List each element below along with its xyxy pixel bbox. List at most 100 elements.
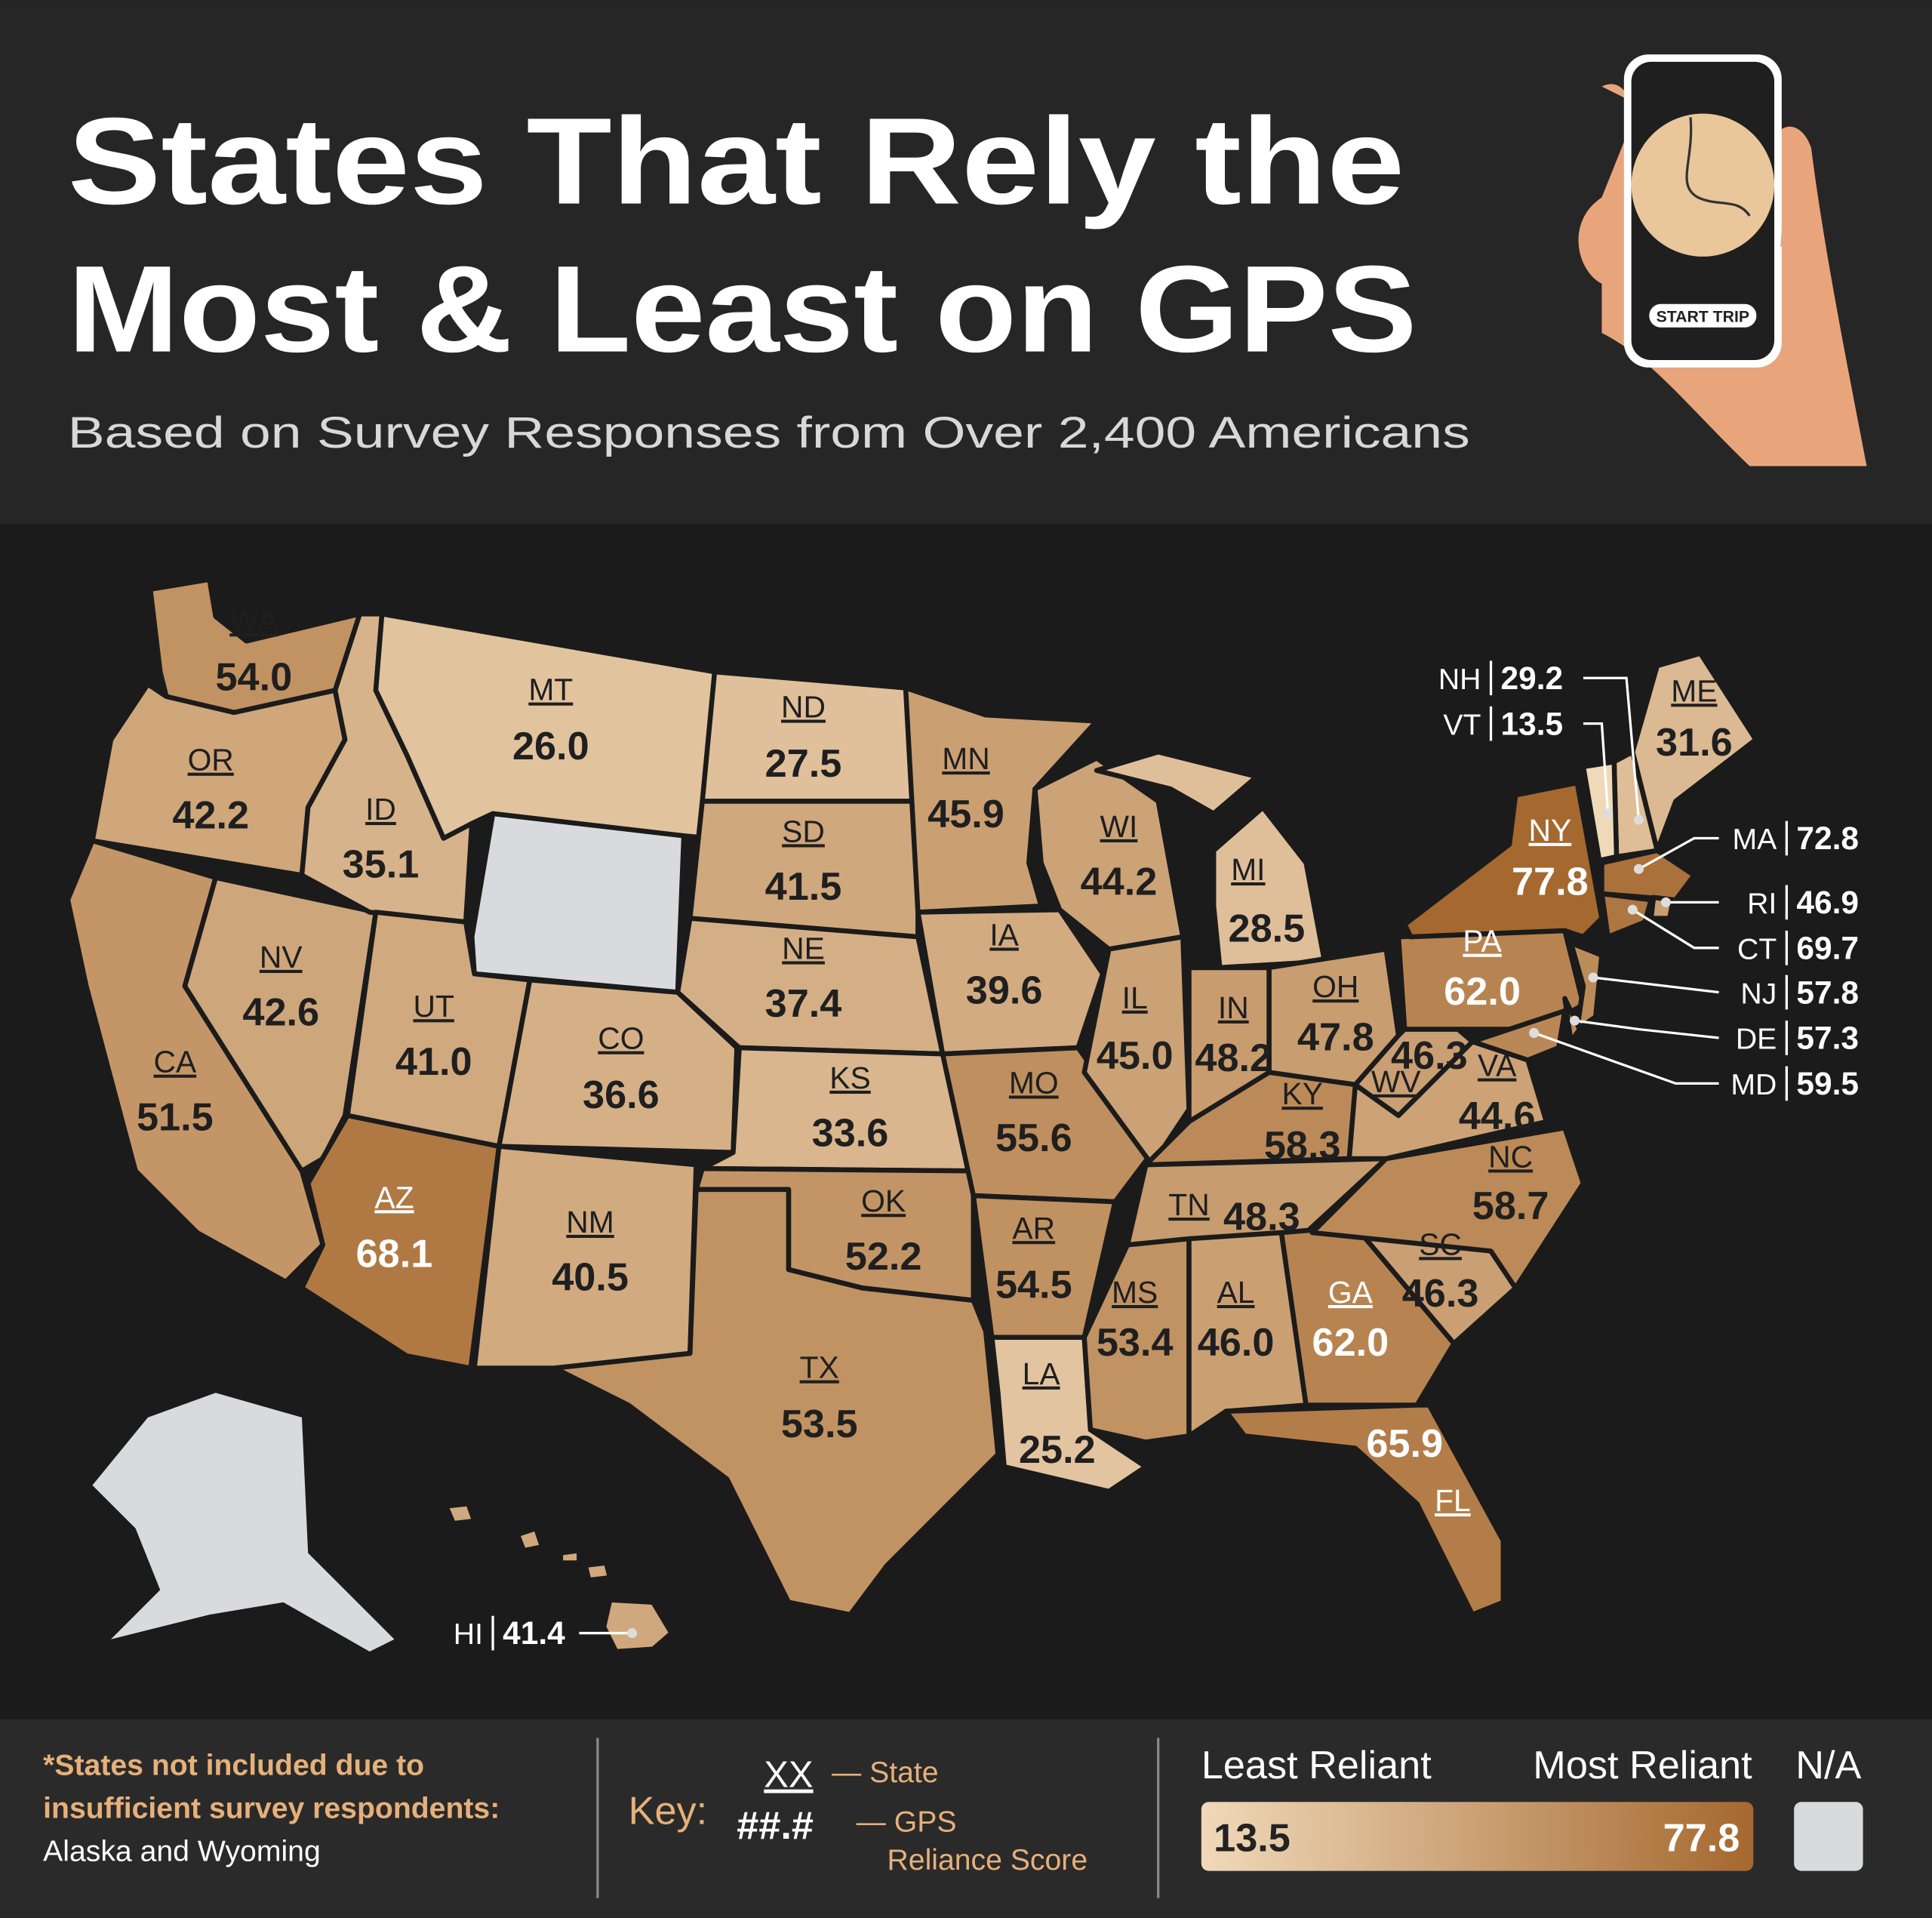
state-abbr: ME bbox=[1671, 673, 1717, 708]
state-value: 45.0 bbox=[1097, 1034, 1174, 1078]
legend-min: 13.5 bbox=[1214, 1817, 1291, 1861]
callout-value: 29.2 bbox=[1501, 660, 1564, 696]
state-value: 65.9 bbox=[1366, 1422, 1443, 1466]
state-abbr: SD bbox=[782, 814, 825, 848]
callout-dot bbox=[627, 1628, 638, 1639]
state-value: 28.5 bbox=[1229, 907, 1306, 951]
state-value: 62.0 bbox=[1312, 1321, 1389, 1365]
state-value: 40.5 bbox=[552, 1256, 629, 1300]
callout-dot bbox=[1660, 897, 1671, 907]
note-states: Alaska and Wyoming bbox=[43, 1836, 321, 1868]
state-abbr: TN bbox=[1168, 1187, 1209, 1222]
state-abbr: WA bbox=[229, 603, 278, 638]
key-score-desc: Reliance Score bbox=[888, 1844, 1088, 1876]
callout-dot bbox=[1603, 808, 1614, 819]
callout-dot bbox=[1633, 864, 1644, 874]
state-abbr: IL bbox=[1122, 981, 1148, 1015]
state-value: 36.6 bbox=[583, 1073, 660, 1117]
title-line: Most & Least on GPS bbox=[68, 240, 1417, 378]
callout-value: 57.8 bbox=[1796, 974, 1859, 1010]
state-abbr: CO bbox=[598, 1021, 644, 1056]
state-abbr: WI bbox=[1100, 809, 1138, 844]
state bbox=[443, 1501, 675, 1655]
state-abbr: KS bbox=[829, 1061, 870, 1095]
phone-button-label: START TRIP bbox=[1657, 308, 1749, 325]
callout-abbr: RI bbox=[1747, 888, 1777, 920]
callout-line bbox=[1534, 1031, 1719, 1085]
state-abbr: FL bbox=[1435, 1483, 1471, 1518]
state-abbr: MN bbox=[942, 741, 989, 776]
legend-high: Most Reliant bbox=[1533, 1744, 1752, 1787]
phone-button bbox=[1647, 303, 1758, 329]
state-abbr: OH bbox=[1312, 969, 1358, 1004]
state bbox=[1599, 891, 1654, 940]
state-abbr: NY bbox=[1529, 813, 1572, 848]
state-abbr: TX bbox=[800, 1350, 839, 1385]
state-abbr: SC bbox=[1419, 1227, 1462, 1261]
legend-na-swatch bbox=[1794, 1802, 1863, 1871]
thumb bbox=[1780, 158, 1817, 247]
title-line: States That Rely the bbox=[68, 92, 1404, 230]
state-abbr: ID bbox=[365, 792, 396, 827]
callout-abbr: NH bbox=[1438, 663, 1481, 696]
state-abbr: VA bbox=[1478, 1048, 1517, 1083]
callout-dot bbox=[1633, 814, 1644, 825]
state-value: 33.6 bbox=[812, 1112, 889, 1156]
state-abbr: LA bbox=[1023, 1356, 1061, 1391]
state-abbr: OK bbox=[861, 1184, 906, 1218]
state-abbr: GA bbox=[1328, 1275, 1374, 1310]
state-abbr: MI bbox=[1231, 852, 1265, 887]
key-score-desc: — GPS bbox=[857, 1806, 957, 1838]
state-value: 44.2 bbox=[1081, 860, 1158, 904]
state-value: 45.9 bbox=[928, 793, 1004, 836]
state-value: 37.4 bbox=[765, 982, 842, 1026]
state-value: 51.5 bbox=[137, 1095, 214, 1139]
callout-abbr: NJ bbox=[1740, 977, 1777, 1010]
state-value: 46.3 bbox=[1402, 1272, 1479, 1316]
state-value: 46.0 bbox=[1198, 1321, 1275, 1365]
callout-dot bbox=[1627, 904, 1638, 915]
map bbox=[65, 577, 1758, 1655]
callout-line bbox=[1638, 836, 1719, 870]
key-label: Key: bbox=[629, 1790, 708, 1833]
state bbox=[1469, 1008, 1567, 1063]
route bbox=[1685, 117, 1751, 217]
legend-low: Least Reliant bbox=[1201, 1744, 1432, 1787]
callout-value: 69.7 bbox=[1796, 931, 1859, 966]
state-value: 25.2 bbox=[1019, 1428, 1096, 1472]
state-value: 54.5 bbox=[995, 1263, 1072, 1307]
key-state-desc: — State bbox=[832, 1756, 939, 1789]
callout-line bbox=[1583, 676, 1641, 820]
legend-max: 77.8 bbox=[1663, 1817, 1740, 1861]
callout-dot bbox=[1570, 1015, 1580, 1026]
state-value: 48.2 bbox=[1195, 1036, 1272, 1080]
note: *States not included due to bbox=[43, 1749, 424, 1781]
state-abbr: IA bbox=[989, 918, 1019, 953]
callout-value: 13.5 bbox=[1501, 706, 1564, 741]
state-abbr: NV bbox=[260, 940, 303, 974]
state-value: 39.6 bbox=[966, 968, 1043, 1012]
state-abbr: NM bbox=[566, 1205, 614, 1239]
state-abbr: IN bbox=[1218, 990, 1249, 1025]
state bbox=[1599, 848, 1697, 903]
state-value: 42.6 bbox=[242, 991, 319, 1035]
state-abbr: NC bbox=[1488, 1139, 1533, 1174]
callout-abbr: HI bbox=[454, 1618, 483, 1651]
note: insufficient survey respondents: bbox=[43, 1792, 500, 1824]
state-value: 58.7 bbox=[1472, 1184, 1549, 1228]
callout-abbr: MD bbox=[1730, 1069, 1777, 1101]
callout-abbr: VT bbox=[1443, 709, 1481, 741]
state-value: 55.6 bbox=[995, 1116, 1072, 1160]
callout-abbr: CT bbox=[1737, 933, 1777, 965]
state-value: 68.1 bbox=[356, 1233, 433, 1276]
subtitle: Based on Survey Responses from Over 2,40… bbox=[68, 408, 1470, 457]
state-value: 31.6 bbox=[1656, 721, 1733, 765]
callout-value: 72.8 bbox=[1796, 820, 1859, 856]
state-value: 77.8 bbox=[1512, 860, 1589, 904]
state-abbr: PA bbox=[1463, 924, 1502, 959]
callout-abbr: MA bbox=[1733, 824, 1778, 856]
state-value: 54.0 bbox=[215, 656, 292, 700]
state-na bbox=[469, 811, 687, 996]
state-abbr: NE bbox=[782, 931, 825, 966]
